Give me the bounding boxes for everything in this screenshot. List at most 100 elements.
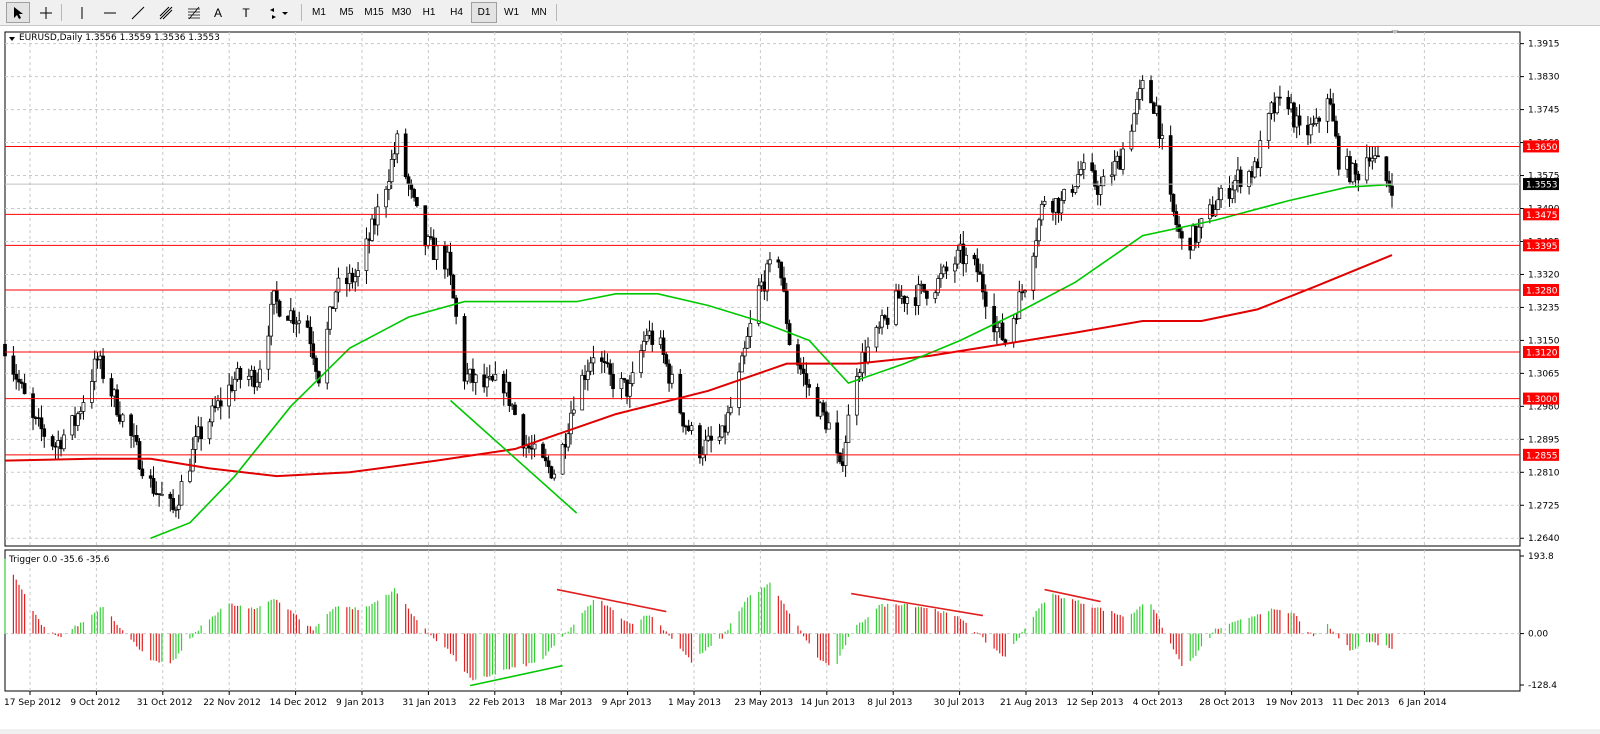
candle-bear [1336,135,1341,170]
candle-bull [933,292,938,299]
candle-bull [580,374,585,411]
candle-bull [1101,176,1106,187]
candle-bull [588,362,593,372]
candle-bear [148,475,153,479]
candle-bear [667,363,671,384]
candle-bull [188,470,192,482]
candle-bear [31,393,35,418]
chart-shift-marker-icon [1391,30,1399,34]
text-icon[interactable]: A [206,2,230,23]
candle-bull [1370,158,1375,162]
date-tick-label: 23 May 2013 [734,698,793,708]
tool-label: A [213,5,222,20]
price-tick-label: 1.3235 [1528,303,1560,313]
collapse-triangle-icon [9,37,15,41]
candle-bear [835,422,840,454]
trendline-icon[interactable] [126,2,150,23]
candle-bear [274,290,279,302]
cursor-icon[interactable] [6,2,30,23]
candle-bull [375,206,380,226]
candle-bear [403,133,408,178]
candle-bull [266,335,271,370]
timeframe-w1-button[interactable]: W1 [504,7,519,18]
level-label: 1.3395 [1526,242,1558,252]
candle-bull [1073,186,1078,193]
candle-bear [129,414,133,436]
date-tick-label: 14 Dec 2012 [270,698,328,708]
fibonacci-icon[interactable] [182,2,206,23]
candle-bear [782,277,786,292]
price-chart[interactable]: 1.39151.38301.37451.36601.35751.34901.34… [0,26,1600,729]
text-label-icon[interactable]: T [234,2,258,23]
candle-bull [1216,199,1221,210]
date-tick-label: 19 Nov 2013 [1266,698,1324,708]
candle-bear [807,384,812,388]
candle-bear [622,378,627,381]
oscillator-pane-header: Trigger 0.0 -35.6 -35.6 [8,555,110,565]
candle-bull [866,346,870,363]
oscillator-histogram [4,558,1393,681]
candle-bull [269,303,274,337]
candle-bull [207,421,212,440]
candle-bull [90,381,94,403]
vertical-line-icon[interactable] [70,2,94,23]
candle-bear [50,436,55,447]
level-label: 1.3280 [1526,286,1558,296]
candle-bull [644,334,649,342]
timeframe-mn-button[interactable]: MN [531,7,547,18]
timeframe-m15-button[interactable]: M15 [364,7,384,18]
date-tick-label: 9 Apr 2013 [602,698,652,708]
date-tick-label: 11 Dec 2013 [1332,698,1390,708]
candle-bull [328,306,332,330]
candle-bear [305,320,310,328]
candle-bull [916,284,921,306]
candle-bull [1039,204,1044,221]
candle-bull [1034,240,1038,257]
candle-bull [78,411,83,415]
level-label-bg [1523,448,1559,461]
candle-bull [1275,96,1279,114]
timeframe-m5-button[interactable]: M5 [339,7,354,18]
candle-bear [42,428,47,437]
candle-bear [661,337,666,355]
candle-bear [882,315,887,319]
candle-bull [333,291,338,309]
crosshair-icon[interactable] [34,2,58,23]
candle-bull [176,504,181,510]
timeframe-d1-button[interactable]: D1 [471,2,497,23]
candle-bull [569,412,573,435]
arrows-dropdown-icon[interactable] [262,2,294,23]
candle-bear [944,266,949,272]
candle-bull [193,436,198,450]
date-tick-label: 17 Sep 2012 [4,698,61,708]
candle-bull [1062,189,1067,201]
date-tick-label: 9 Oct 2012 [70,698,120,708]
candle-bull [485,377,489,388]
tool-label: T [242,5,250,20]
timeframe-h1-button[interactable]: H1 [422,7,436,18]
candle-bear [412,189,416,198]
candle-bull [92,358,97,382]
candle-bear [1387,180,1392,187]
candle-bear [1174,211,1179,225]
candle-bear [1376,155,1380,158]
candle-bear [115,389,119,416]
timeframe-h4-button[interactable]: H4 [450,7,463,18]
date-tick-label: 8 Jul 2013 [867,698,912,708]
candle-bull [1059,200,1064,214]
candle-bear [838,452,842,463]
horizontal-line-icon[interactable] [98,2,122,23]
candle-bull [179,481,184,506]
candle-bear [1157,105,1162,139]
candle-bull [1137,88,1142,100]
candle-bear [406,176,411,185]
timeframe-m30-button[interactable]: M30 [391,7,412,18]
candle-bear [1297,115,1302,126]
candle-bull [566,433,571,448]
equidistant-channel-icon[interactable] [154,2,178,23]
candle-bear [19,381,24,384]
candle-bull [1219,187,1223,201]
candle-bear [978,271,982,275]
timeframe-m1-button[interactable]: M1 [312,7,326,18]
candle-bear [1003,339,1008,343]
